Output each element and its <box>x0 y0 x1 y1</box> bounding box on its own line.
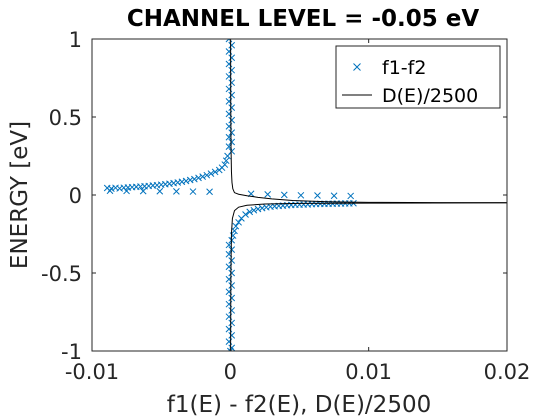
data-point-f1-f2 <box>203 171 211 179</box>
data-point-f1-f2 <box>228 307 236 314</box>
legend-marker-f1-f2 <box>353 63 361 71</box>
y-tick-label: 0.5 <box>49 106 82 130</box>
data-point-f1-f2 <box>228 91 236 99</box>
data-point-f1-f2 <box>235 218 242 226</box>
data-point-f1-f2 <box>228 332 236 339</box>
data-point-f1-f2 <box>228 257 236 264</box>
y-tick-label: 0 <box>69 184 82 208</box>
data-point-f1-f2 <box>250 206 258 214</box>
y-tick-label: 1 <box>69 28 82 52</box>
x-axis-label: f1(E) - f2(E), D(E)/2500 <box>167 392 431 418</box>
x-tick-label: 0 <box>224 360 237 384</box>
x-axis-ticks: -0.01 0 0.01 0.02 <box>65 39 531 384</box>
data-point-f1-f2 <box>280 191 288 199</box>
data-point-f1-f2 <box>116 185 124 192</box>
x-tick-label: 0.02 <box>484 360 531 384</box>
chart-title: CHANNEL LEVEL = -0.05 eV <box>127 6 480 32</box>
data-point-f1-f2 <box>228 116 236 124</box>
data-point-f1-f2 <box>207 170 215 177</box>
data-point-f1-f2 <box>228 41 236 49</box>
data-point-f1-f2 <box>228 269 236 277</box>
data-point-f1-f2 <box>222 157 230 165</box>
x-tick-label: 0.01 <box>345 360 392 384</box>
data-point-f1-f2 <box>314 192 321 199</box>
y-axis-ticks: -1 -0.5 0 0.5 1 <box>41 28 507 364</box>
y-tick-label: -0.5 <box>41 262 82 286</box>
data-point-f1-f2 <box>347 192 355 200</box>
data-point-f1-f2 <box>182 177 190 185</box>
data-point-f1-f2 <box>228 66 236 74</box>
series-line-dos-lower <box>230 202 507 351</box>
data-point-f1-f2 <box>254 205 262 213</box>
data-point-f1-f2 <box>174 179 182 186</box>
data-point-f1-f2 <box>189 188 197 195</box>
series-line-dos-upper <box>230 39 507 204</box>
data-point-f1-f2 <box>191 175 198 183</box>
data-point-f1-f2 <box>242 211 249 218</box>
data-point-f1-f2 <box>228 54 236 62</box>
data-point-f1-f2 <box>211 168 219 176</box>
data-point-f1-f2 <box>228 294 236 302</box>
legend: f1-f2 D(E)/2500 <box>335 45 501 109</box>
y-axis-label: ENERGY [eV] <box>7 121 33 269</box>
data-point-f1-f2 <box>106 187 114 195</box>
data-point-f1-f2 <box>178 178 186 186</box>
data-point-f1-f2 <box>258 204 266 212</box>
data-point-f1-f2 <box>195 174 202 182</box>
legend-x-marker <box>353 63 361 71</box>
data-point-f1-f2 <box>228 104 236 111</box>
data-point-f1-f2 <box>228 319 236 327</box>
data-point-f1-f2 <box>173 188 180 195</box>
y-tick-label: -1 <box>61 340 82 364</box>
data-point-f1-f2 <box>224 152 231 160</box>
data-point-f1-f2 <box>226 347 234 351</box>
legend-box <box>335 45 501 109</box>
data-point-f1-f2 <box>231 227 238 235</box>
data-point-f1-f2 <box>206 188 213 196</box>
legend-label-f1-f2: f1-f2 <box>382 57 426 79</box>
data-point-f1-f2 <box>228 282 236 289</box>
data-point-f1-f2 <box>228 129 236 136</box>
data-point-f1-f2 <box>156 187 164 195</box>
data-point-f1-f2 <box>221 161 229 168</box>
data-point-f1-f2 <box>123 187 130 195</box>
data-point-f1-f2 <box>199 173 207 180</box>
data-point-f1-f2 <box>330 192 338 200</box>
data-point-f1-f2 <box>228 138 236 146</box>
x-tick-label: -0.01 <box>65 360 119 384</box>
data-point-f1-f2 <box>297 191 305 199</box>
data-point-f1-f2 <box>186 176 194 184</box>
data-point-f1-f2 <box>264 191 272 198</box>
data-point-f1-f2 <box>139 187 147 195</box>
data-point-f1-f2 <box>228 79 236 87</box>
data-point-f1-f2 <box>232 222 240 230</box>
legend-label-dos: D(E)/2500 <box>382 85 478 107</box>
data-point-f1-f2 <box>246 208 254 216</box>
